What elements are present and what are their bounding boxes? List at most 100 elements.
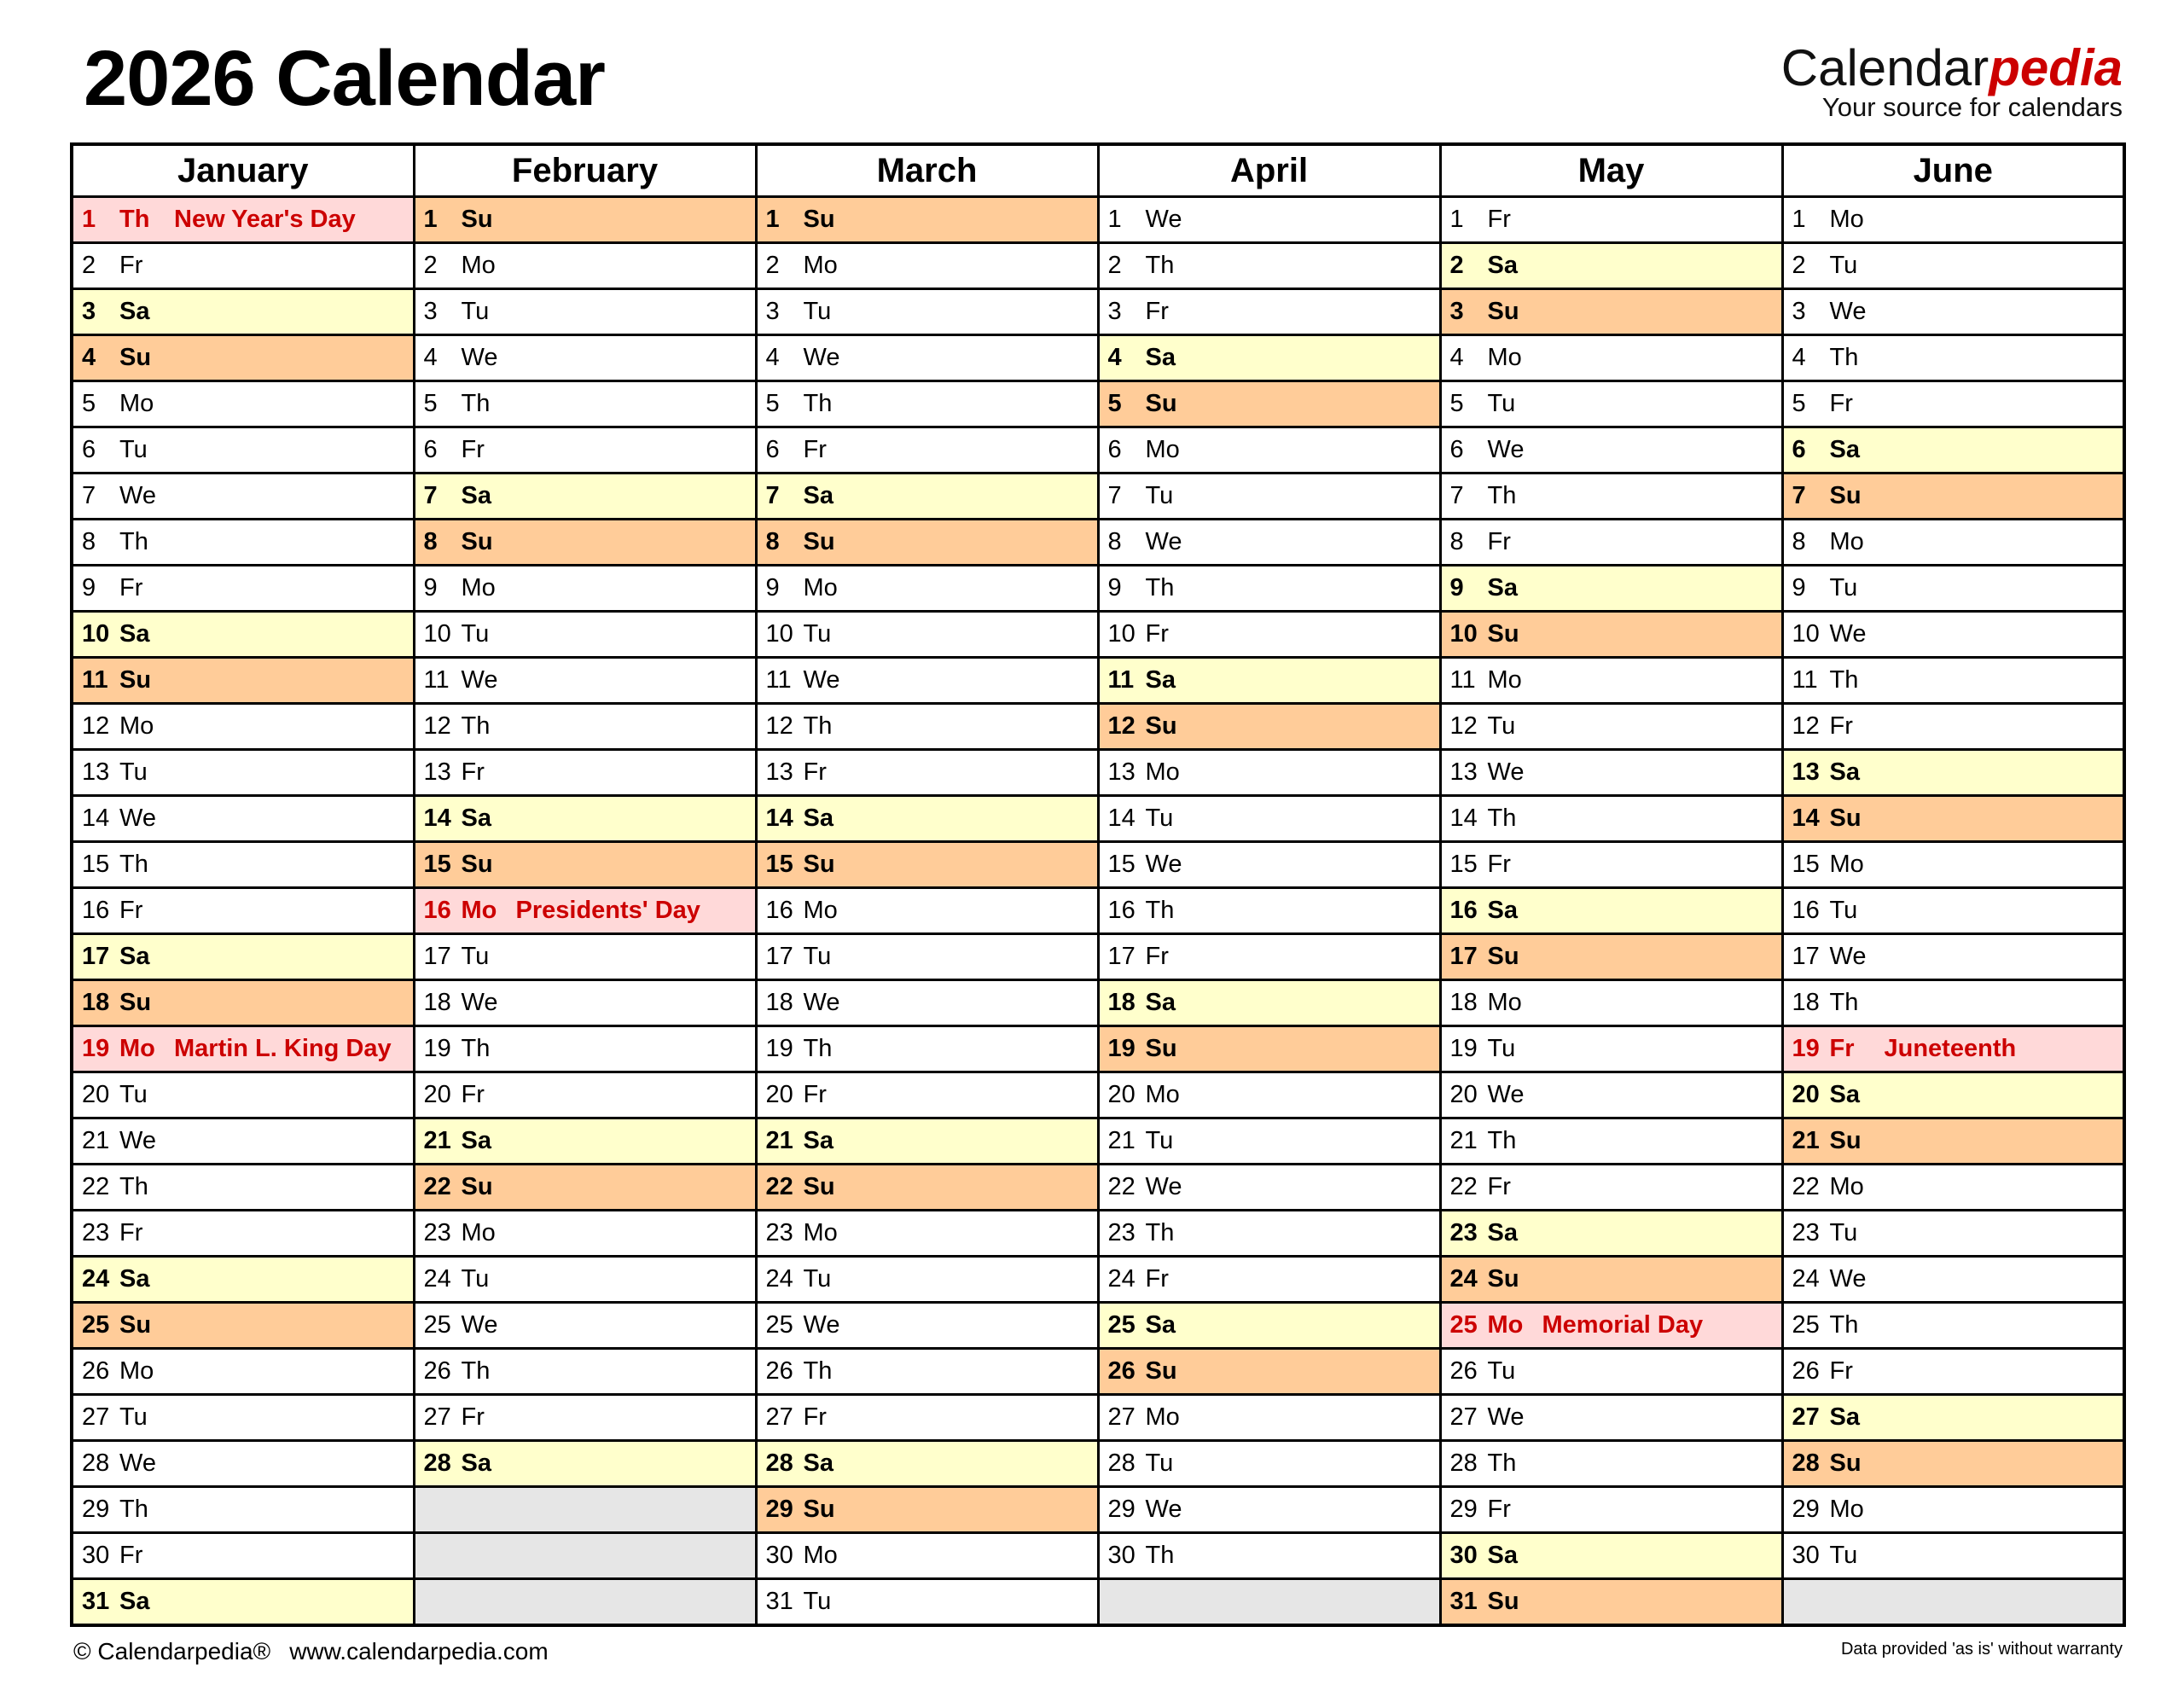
weekday-label: We <box>119 1449 156 1477</box>
day-number: 9 <box>1449 574 1464 601</box>
day-number: 29 <box>1792 1496 1820 1523</box>
day-cell: 4 Th <box>1780 334 2126 382</box>
day-cell: 20 Tu <box>70 1071 415 1119</box>
calendar-row: 3 Sa 3 Tu 3 Tu 3 Fr 3 Su 3 We <box>70 288 2126 336</box>
holiday-name: Memorial Day <box>1542 1311 1704 1339</box>
day-number: 9 <box>82 574 96 601</box>
day-number: 14 <box>82 805 110 832</box>
weekday-label: We <box>1145 1496 1182 1523</box>
weekday-label: Tu <box>1487 712 1516 740</box>
day-cell: 5 Su <box>1096 380 1442 428</box>
day-number: 20 <box>1449 1081 1478 1108</box>
day-number: 1 <box>82 206 96 233</box>
day-cell: 27 Mo <box>1096 1393 1442 1442</box>
day-cell: 11 Sa <box>1096 656 1442 705</box>
day-cell: 31 Sa <box>70 1577 415 1627</box>
day-number: 15 <box>765 851 793 878</box>
day-number: 6 <box>423 436 438 463</box>
month-header-february: February <box>412 142 758 198</box>
calendar-row: 31 Sa 31 Tu 31 Su <box>70 1577 2126 1627</box>
day-cell: 23 Fr <box>70 1209 415 1258</box>
day-number: 8 <box>423 528 438 555</box>
day-cell: 26 Tu <box>1438 1347 1784 1396</box>
day-number: 21 <box>1449 1127 1478 1154</box>
calendarpedia-logo[interactable]: Calendarpedia Your source for calendars <box>1781 43 2123 121</box>
weekday-label: Mo <box>1829 1173 1864 1200</box>
weekday-label: Mo <box>119 712 154 740</box>
day-number: 7 <box>1107 482 1122 509</box>
day-cell: 14 Su <box>1780 794 2126 843</box>
calendar-row: 2 Fr 2 Mo 2 Mo 2 Th 2 Sa 2 Tu <box>70 241 2126 290</box>
day-number: 13 <box>1107 758 1136 786</box>
weekday-label: Tu <box>119 758 148 786</box>
day-cell: 6 Sa <box>1780 426 2126 474</box>
weekday-label: Tu <box>1829 897 1858 924</box>
day-cell: 8 Th <box>70 518 415 566</box>
day-number: 22 <box>82 1173 110 1200</box>
weekday-label: Th <box>119 851 148 878</box>
day-cell: 23 Sa <box>1438 1209 1784 1258</box>
day-cell: 2 Tu <box>1780 241 2126 290</box>
day-number: 10 <box>1792 620 1820 648</box>
day-cell: 11 We <box>412 656 758 705</box>
day-cell: 7 Th <box>1438 472 1784 520</box>
month-header-march: March <box>754 142 1100 198</box>
day-number: 6 <box>1449 436 1464 463</box>
day-number: 3 <box>1107 298 1122 325</box>
day-number: 23 <box>1792 1219 1820 1246</box>
day-cell: 21 Tu <box>1096 1117 1442 1165</box>
day-number: 23 <box>1449 1219 1478 1246</box>
day-cell: 5 Th <box>754 380 1100 428</box>
day-number: 17 <box>82 943 110 970</box>
day-cell: 1 Su <box>754 195 1100 244</box>
day-number: 16 <box>423 897 451 924</box>
day-cell: 2 Mo <box>754 241 1100 290</box>
day-number: 24 <box>765 1265 793 1293</box>
weekday-label: Su <box>1829 1449 1862 1477</box>
weekday-label: Tu <box>1487 390 1516 417</box>
day-number: 8 <box>1792 528 1806 555</box>
day-number: 8 <box>1107 528 1122 555</box>
weekday-label: We <box>461 989 498 1016</box>
day-number: 18 <box>82 989 110 1016</box>
calendar-row: 7 We 7 Sa 7 Sa 7 Tu 7 Th 7 Su <box>70 472 2126 520</box>
day-number: 20 <box>1107 1081 1136 1108</box>
day-cell: 23 Mo <box>412 1209 758 1258</box>
weekday-label: Mo <box>803 1542 838 1569</box>
weekday-label: Sa <box>1487 1542 1518 1569</box>
day-cell: 13 We <box>1438 748 1784 797</box>
day-number: 28 <box>423 1449 451 1477</box>
day-cell: 15 Su <box>412 840 758 889</box>
website-link[interactable]: www.calendarpedia.com <box>289 1638 549 1664</box>
weekday-label: Fr <box>1145 620 1169 648</box>
calendar-row: 29 Th 29 Su 29 We 29 Fr 29 Mo <box>70 1485 2126 1534</box>
day-number: 19 <box>1449 1035 1478 1062</box>
day-cell: 22 Mo <box>1780 1163 2126 1211</box>
day-cell: 16 Mo <box>754 886 1100 935</box>
day-cell: 28 Tu <box>1096 1439 1442 1488</box>
weekday-label: Th <box>1487 482 1517 509</box>
day-cell: 4 We <box>754 334 1100 382</box>
weekday-label: Fr <box>461 758 485 786</box>
day-cell: 16 Sa <box>1438 886 1784 935</box>
weekday-label: Th <box>119 206 150 233</box>
day-number: 11 <box>82 666 108 694</box>
day-number: 26 <box>1792 1357 1820 1385</box>
weekday-label: Th <box>1487 1127 1517 1154</box>
calendar-row: 16 Fr 16 Mo Presidents' Day 16 Mo 16 Th 16 Sa 16 Tu <box>70 886 2126 935</box>
day-cell: 30 Mo <box>754 1531 1100 1580</box>
weekday-label: Fr <box>119 252 143 279</box>
day-number: 25 <box>423 1311 451 1339</box>
weekday-label: Tu <box>461 943 490 970</box>
holiday-cell: 1 Th New Year's Day <box>70 195 415 244</box>
day-number: 13 <box>765 758 793 786</box>
day-cell: 27 Fr <box>412 1393 758 1442</box>
logo-accent-text: pedia <box>1989 39 2123 96</box>
day-number: 21 <box>423 1127 451 1154</box>
weekday-label: Mo <box>119 1035 155 1062</box>
day-cell: 18 We <box>412 979 758 1027</box>
weekday-label: Mo <box>1145 758 1180 786</box>
day-cell: 5 Mo <box>70 380 415 428</box>
day-cell: 12 Fr <box>1780 702 2126 751</box>
weekday-label: Su <box>1829 805 1862 832</box>
